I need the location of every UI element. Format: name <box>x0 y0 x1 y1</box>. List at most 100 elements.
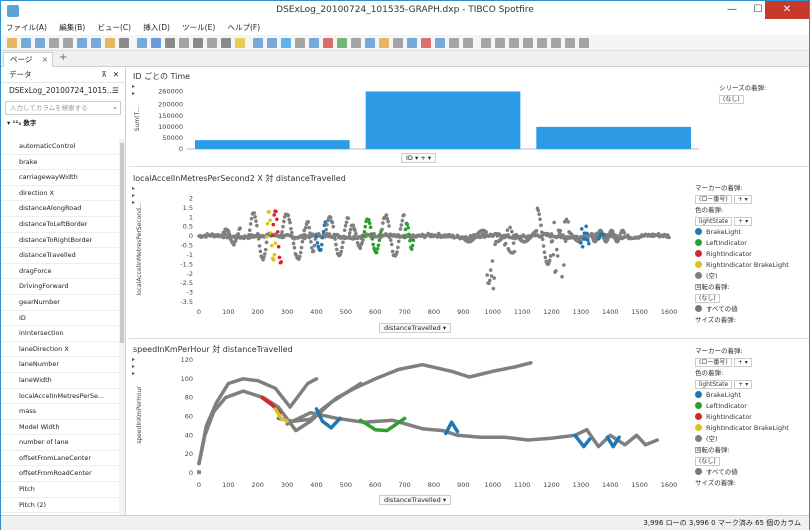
scatter-point[interactable] <box>566 220 571 224</box>
legend-item[interactable]: LeftIndicator <box>695 401 789 412</box>
scatter-point[interactable] <box>233 239 238 243</box>
scatter-point[interactable] <box>308 231 312 235</box>
scatter-point[interactable] <box>389 238 393 242</box>
scatter-point[interactable] <box>407 232 411 237</box>
scatter-point[interactable] <box>582 231 587 235</box>
scatter-point[interactable] <box>275 217 279 222</box>
scatter-point[interactable] <box>585 231 589 236</box>
scatter-point[interactable] <box>492 276 497 280</box>
scatter-point[interactable] <box>280 230 284 234</box>
bar-x-axis-selector[interactable]: ID ▾ + ▾ <box>401 153 437 163</box>
panel-expand-handles[interactable]: ▸ ▸ ▸ <box>132 185 136 206</box>
scatter-point[interactable] <box>290 230 294 235</box>
scatter-point[interactable] <box>389 242 394 247</box>
scatter-point[interactable] <box>559 235 563 240</box>
scatter-point[interactable] <box>408 238 412 243</box>
scatter-point[interactable] <box>537 212 541 216</box>
scatter-point[interactable] <box>376 243 381 248</box>
scatter-point[interactable] <box>204 235 208 239</box>
scatter-point[interactable] <box>252 211 257 215</box>
scatter-point[interactable] <box>388 232 392 237</box>
scatter-point[interactable] <box>360 241 364 245</box>
layout-3-icon[interactable] <box>523 38 533 48</box>
scatter-point[interactable] <box>332 232 336 237</box>
scatter-point[interactable] <box>343 223 348 228</box>
column-item[interactable]: carriagewayWidth <box>1 170 119 186</box>
layout-2-icon[interactable] <box>509 38 519 48</box>
scatter-point[interactable] <box>395 250 399 254</box>
marker-icon[interactable] <box>151 38 161 48</box>
data-panel-close-icon[interactable]: ✕ <box>112 70 119 79</box>
layout-7-icon[interactable] <box>579 38 589 48</box>
marker-add-button[interactable]: + ▾ <box>733 195 752 204</box>
bar-chart-icon[interactable] <box>281 38 291 48</box>
layout-1-icon[interactable] <box>495 38 505 48</box>
legend-item[interactable]: (空) <box>695 434 789 445</box>
scatter-point[interactable] <box>310 246 314 250</box>
legend-item[interactable]: BrakeLight <box>695 227 789 238</box>
scatter-point[interactable] <box>342 228 347 233</box>
scatter-point[interactable] <box>488 268 493 272</box>
scatter-point[interactable] <box>372 232 376 236</box>
scatter-point[interactable] <box>264 240 269 245</box>
column-item[interactable]: dragForce <box>1 264 119 280</box>
legend-item[interactable]: すべての値 <box>695 304 789 315</box>
add-page-button[interactable]: + <box>59 52 68 63</box>
combo-chart-icon[interactable] <box>309 38 319 48</box>
scatter-point[interactable] <box>398 227 403 231</box>
column-list-scrollbar[interactable] <box>119 139 125 515</box>
scatter-point[interactable] <box>667 235 671 240</box>
scatter-point[interactable] <box>347 235 351 240</box>
legend-item[interactable]: RightIndicator BrakeLight <box>695 260 789 271</box>
scatter-point[interactable] <box>299 245 304 250</box>
scatter-point[interactable] <box>272 213 276 217</box>
scatter-point[interactable] <box>339 249 343 254</box>
data-source-selector[interactable]: DSExLog_20100724_1015... ☰ <box>1 83 125 99</box>
scatter-x-axis-selector[interactable]: distanceTravelled ▾ <box>379 323 452 333</box>
speed-x-axis-selector[interactable]: distanceTravelled ▾ <box>379 495 452 505</box>
scatter-point[interactable] <box>274 209 278 214</box>
scatter-point[interactable] <box>273 241 278 246</box>
scrollbar-thumb[interactable] <box>120 143 124 343</box>
speed-trace-5[interactable] <box>585 427 660 449</box>
scatter-point[interactable] <box>351 223 356 228</box>
menu-file[interactable]: ファイル(A) <box>6 23 47 32</box>
legend-item[interactable]: RightIndicator <box>695 249 789 260</box>
column-item[interactable]: Model Width <box>1 420 119 436</box>
scatter-point[interactable] <box>555 254 560 258</box>
scatter-point[interactable] <box>330 220 335 225</box>
column-item[interactable]: distanceTravelled <box>1 248 119 264</box>
3d-scatter-icon[interactable] <box>351 38 361 48</box>
scatter-point[interactable] <box>405 222 410 227</box>
scatter-point[interactable] <box>490 259 495 263</box>
color-axis-selector[interactable]: lightState <box>695 380 733 389</box>
scatter-point[interactable] <box>371 242 375 247</box>
scatter-point[interactable] <box>298 250 303 255</box>
speed-trace-3[interactable] <box>276 361 533 423</box>
scatter-point[interactable] <box>271 222 276 227</box>
scatter-point[interactable] <box>344 220 349 225</box>
column-item[interactable]: inIntersection <box>1 326 119 342</box>
scatter-point[interactable] <box>238 226 242 230</box>
scatter-point[interactable] <box>504 234 509 239</box>
scatter-point[interactable] <box>226 229 231 234</box>
scatter-point[interactable] <box>558 228 563 233</box>
scatter-point[interactable] <box>321 229 326 234</box>
bookmark-icon[interactable] <box>221 38 231 48</box>
scatter-point[interactable] <box>279 260 284 264</box>
scatter-point[interactable] <box>358 246 363 251</box>
scatter-point[interactable] <box>579 227 584 231</box>
scatter-point[interactable] <box>297 254 302 259</box>
scatter-point[interactable] <box>346 216 351 220</box>
marker-axis-selector[interactable]: (ロー番号) <box>695 358 732 367</box>
map-icon[interactable] <box>365 38 375 48</box>
scatter-point[interactable] <box>311 249 316 253</box>
scatter-point[interactable] <box>484 230 489 234</box>
scatter-point[interactable] <box>562 263 566 267</box>
scatter-point[interactable] <box>367 221 372 226</box>
scatter-point[interactable] <box>288 220 292 225</box>
idea-icon[interactable] <box>235 38 245 48</box>
legend-item[interactable]: LeftIndicator <box>695 238 789 249</box>
scatter-point[interactable] <box>379 235 383 240</box>
scatter-point[interactable] <box>377 238 382 243</box>
